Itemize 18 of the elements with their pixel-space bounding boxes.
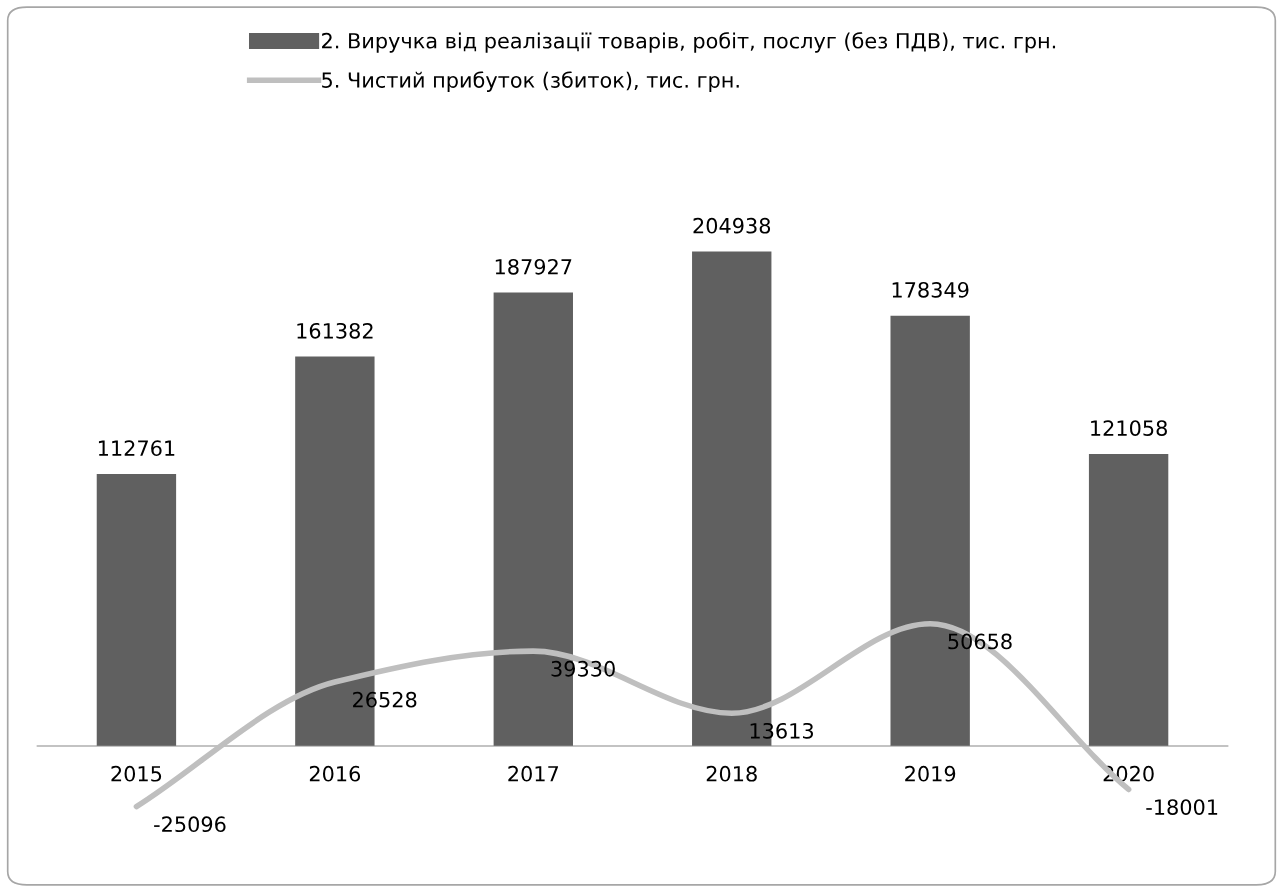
legend-label: 2. Виручка від реалізації товарів, робіт, послуг (без ПДВ), тис. грн.: [322, 32, 1056, 53]
x-tick-label: 2016: [309, 765, 361, 782]
x-tick-label: 2018: [706, 765, 757, 782]
x-tick-label: 2019: [905, 765, 956, 782]
x-tick-label: 2015: [111, 765, 162, 782]
data-label: 178349: [892, 281, 969, 298]
data-label: 121058: [1091, 420, 1167, 436]
bar: [96, 473, 177, 747]
data-label: -18001: [1146, 799, 1218, 815]
legend-label: 5. Чистий прибуток (збиток), тис. грн.: [322, 71, 739, 92]
data-label: -25096: [154, 816, 226, 833]
x-tick-label: 2017: [508, 765, 559, 782]
data-label: 161382: [297, 322, 373, 339]
data-label: 112761: [98, 440, 175, 457]
data-label: 187927: [495, 258, 572, 275]
data-label: 204938: [693, 217, 771, 234]
bar: [1088, 453, 1169, 747]
data-label: 39330: [551, 660, 615, 677]
